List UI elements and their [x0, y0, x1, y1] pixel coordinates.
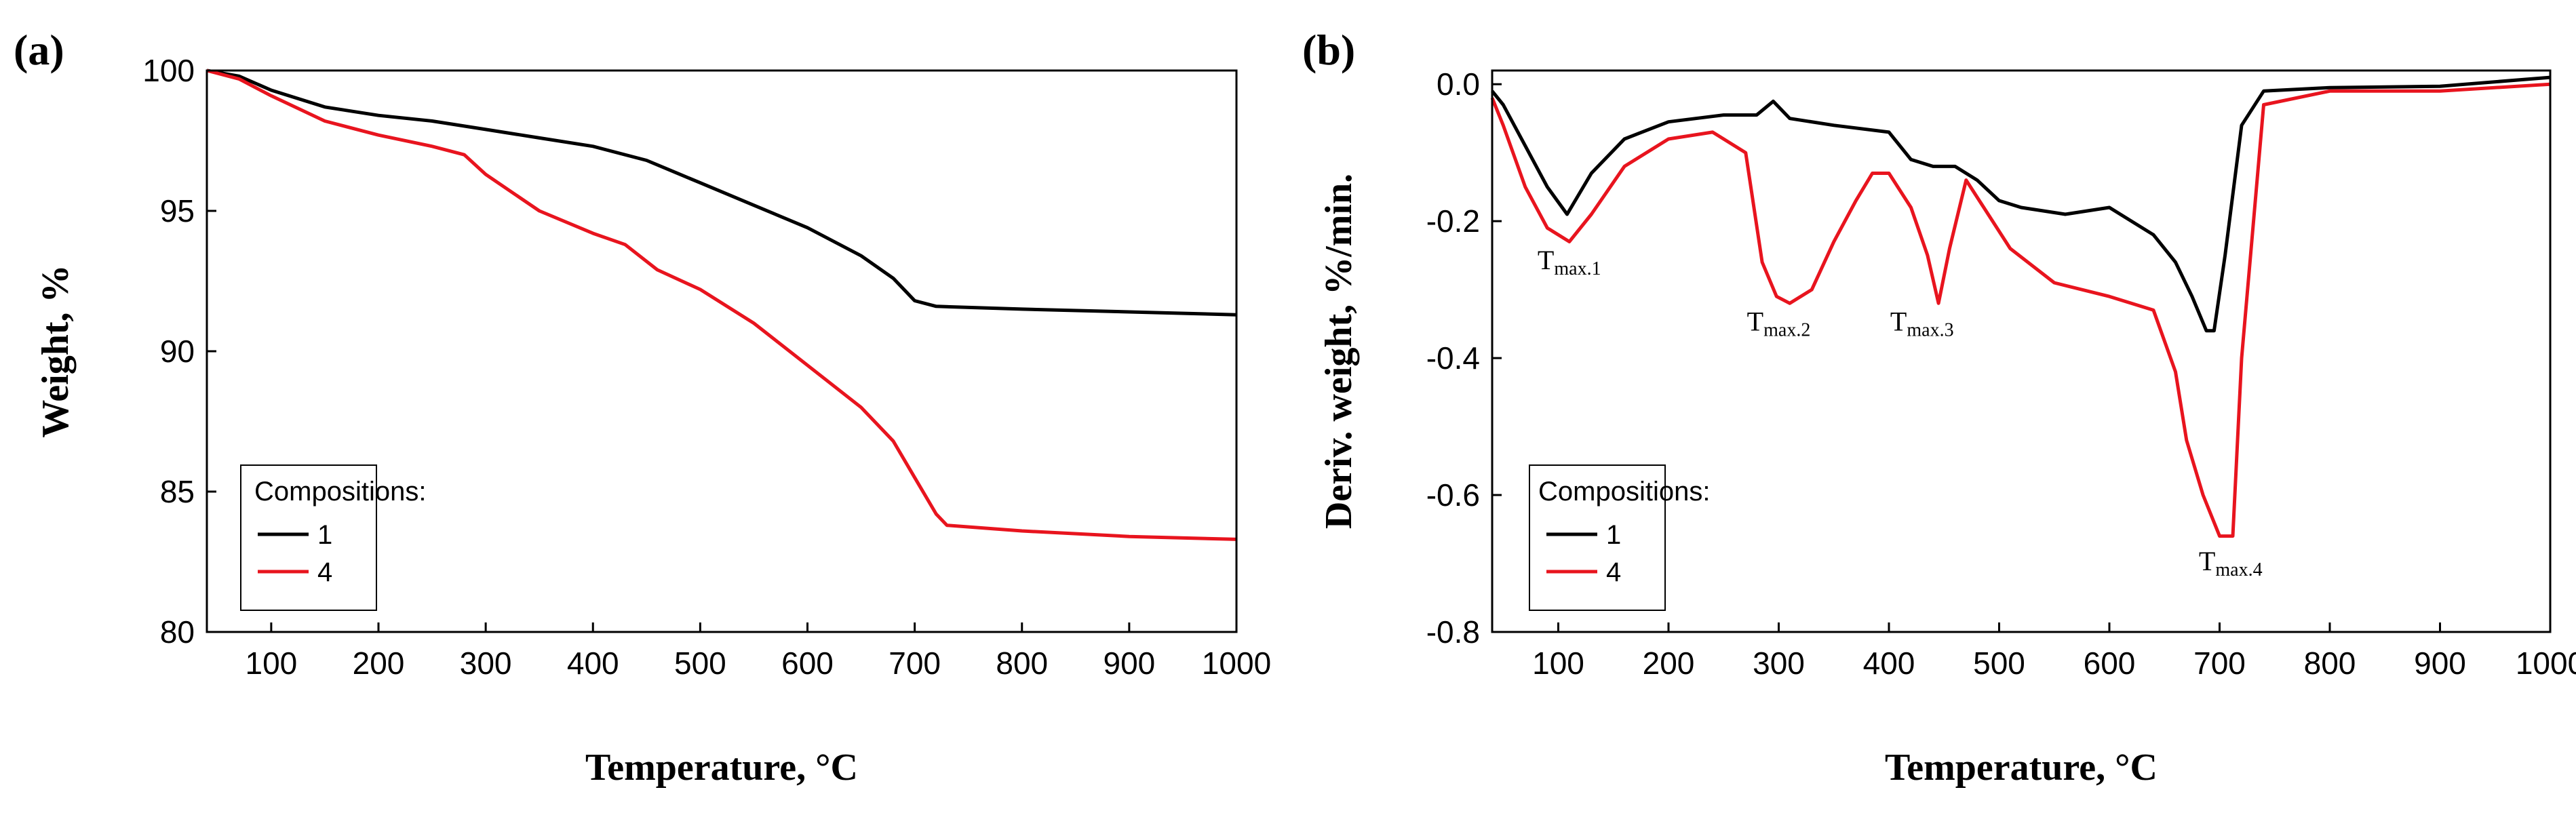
panel-b-y-tick-label: -0.4 [1426, 340, 1480, 376]
panel-a-plot-frame [206, 69, 1238, 633]
panel-a-x-tick-label: 400 [567, 646, 619, 681]
panel-a-y-axis-title: Weight, % [35, 264, 77, 437]
panel-a-x-tick-label: 100 [246, 646, 298, 681]
panel-b-x-tick-label: 200 [1643, 646, 1695, 681]
panel-a-legend-box [240, 464, 377, 611]
panel-a-series-line-4 [206, 68, 1237, 541]
panel-a-x-tick-label: 600 [781, 646, 834, 681]
annotation-tmax-4: Tmax.4 [2199, 546, 2263, 580]
panel-a-ticks: 100 200 300 400 500 600 700 800 900 1000 80 85 90 95 1… [142, 53, 1271, 681]
panel-a-x-tick-label: 200 [353, 646, 405, 681]
panel-b-y-tick-label: 0.0 [1437, 66, 1480, 102]
panel-b-x-tick-label: 400 [1863, 646, 1915, 681]
panel-a-legend-entry-4: 4 [317, 557, 332, 587]
panel-b-series-line-1 [1491, 75, 2551, 333]
panel-b-x-tick-label: 900 [2414, 646, 2466, 681]
panel-a-legend: Compositions: 1 4 [240, 464, 426, 611]
panel-a-y-tick-label: 85 [160, 474, 195, 509]
panel-b-x-tick-label: 500 [1973, 646, 2025, 681]
panel-a-x-tick-label: 700 [889, 646, 941, 681]
panel-b-x-tick-label: 700 [2193, 646, 2246, 681]
panel-a-y-tick-label: 90 [160, 334, 195, 369]
panel-b-ticks: 100 200 300 400 500 600 700 800 900 1000 -0.8 -0.6 -… [1426, 66, 2576, 681]
panel-b-series [1490, 75, 2551, 538]
panel-a-x-tick-label: 500 [674, 646, 726, 681]
panel-b-y-tick-label: -0.6 [1426, 477, 1480, 513]
panel-b-x-tick-label: 800 [2304, 646, 2356, 681]
panel-a-label: (a) [14, 26, 64, 74]
panel-a-weight-chart: (a) 100 200 300 400 500 600 700 800 900 1000 80 85 9… [14, 26, 1271, 789]
panel-a-x-tick-label: 900 [1104, 646, 1156, 681]
panel-b-x-tick-label: 100 [1532, 646, 1584, 681]
panel-b-x-axis-title: Temperature, °C [1885, 747, 2158, 789]
panel-b-x-tick-label: 1000 [2516, 646, 2576, 681]
panel-b-legend-entry-1: 1 [1606, 520, 1621, 550]
panel-b-annotations: Tmax.1 Tmax.2 Tmax.3 Tmax.4 [1538, 245, 2263, 580]
panel-b-x-tick-label: 600 [2084, 646, 2136, 681]
panel-b-derivative-chart: (b) 100 200 300 400 500 600 700 800 900 1000 -0.8 -… [1302, 26, 2576, 789]
panel-b-y-tick-label: -0.2 [1426, 203, 1480, 239]
panel-a-legend-title: Compositions: [254, 477, 426, 507]
panel-a-y-tick-label: 95 [160, 193, 195, 229]
panel-a-legend-entry-1: 1 [317, 520, 332, 550]
panel-b-legend-entry-4: 4 [1606, 557, 1621, 587]
panel-b-legend-box [1529, 464, 1666, 611]
panel-b-legend: Compositions: 1 4 [1529, 464, 1710, 611]
panel-a-x-tick-label: 800 [996, 646, 1048, 681]
panel-a-y-tick-label: 100 [142, 53, 195, 88]
annotation-tmax-3: Tmax.3 [1890, 306, 1954, 341]
panel-a-series-line-1 [206, 68, 1237, 317]
panel-b-legend-title: Compositions: [1538, 477, 1710, 507]
annotation-tmax-1: Tmax.1 [1538, 245, 1601, 279]
annotation-tmax-2: Tmax.2 [1747, 306, 1811, 341]
panel-a-y-tick-label: 80 [160, 614, 195, 650]
panel-a-x-tick-label: 1000 [1202, 646, 1271, 681]
panel-b-x-tick-label: 300 [1753, 646, 1805, 681]
panel-a-x-axis-title: Temperature, °C [585, 747, 858, 789]
panel-b-y-axis-title: Deriv. weight, %/min. [1318, 174, 1360, 529]
panel-a-x-tick-label: 300 [460, 646, 512, 681]
panel-b-y-tick-label: -0.8 [1426, 614, 1480, 650]
panel-a-series [206, 68, 1237, 541]
panel-b-plot-frame [1491, 69, 2552, 633]
panel-b-series-line-4 [1490, 82, 2551, 538]
panel-b-label: (b) [1302, 26, 1355, 74]
